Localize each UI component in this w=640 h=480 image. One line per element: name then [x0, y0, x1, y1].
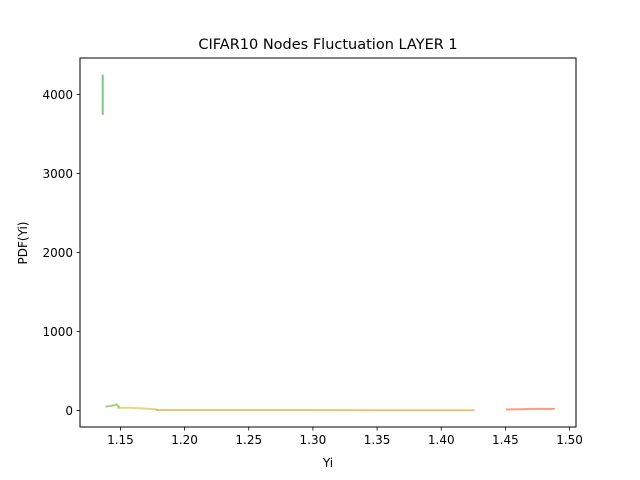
series-line-2	[105, 403, 121, 408]
x-tick-label: 1.45	[492, 433, 519, 447]
y-tick-label: 2000	[42, 246, 73, 260]
x-tick-label: 1.25	[235, 433, 262, 447]
chart-title: CIFAR10 Nodes Fluctuation LAYER 1	[198, 37, 457, 53]
x-axis-label: Yi	[322, 456, 333, 470]
series-line-5	[505, 407, 556, 411]
x-tick-label: 1.40	[428, 433, 455, 447]
series-layer	[101, 74, 556, 412]
x-tick-label: 1.50	[556, 433, 583, 447]
y-tick-label: 4000	[42, 88, 73, 102]
y-tick-label: 3000	[42, 167, 73, 181]
y-tick-label: 0	[65, 404, 73, 418]
x-tick-label: 1.15	[107, 433, 134, 447]
plot-area	[79, 57, 577, 428]
x-axis: 1.15 1.20 1.25 1.30 1.35 1.40 1.45 1.50	[107, 427, 583, 447]
y-tick-label: 1000	[42, 325, 73, 339]
series-line-3	[116, 406, 158, 411]
y-axis-label: PDF(Yi)	[16, 222, 30, 265]
y-axis: 0 1000 2000 3000 4000	[42, 88, 80, 418]
x-tick-label: 1.30	[300, 433, 327, 447]
x-tick-label: 1.20	[171, 433, 198, 447]
plot-frame	[79, 57, 577, 428]
x-tick-label: 1.35	[364, 433, 391, 447]
